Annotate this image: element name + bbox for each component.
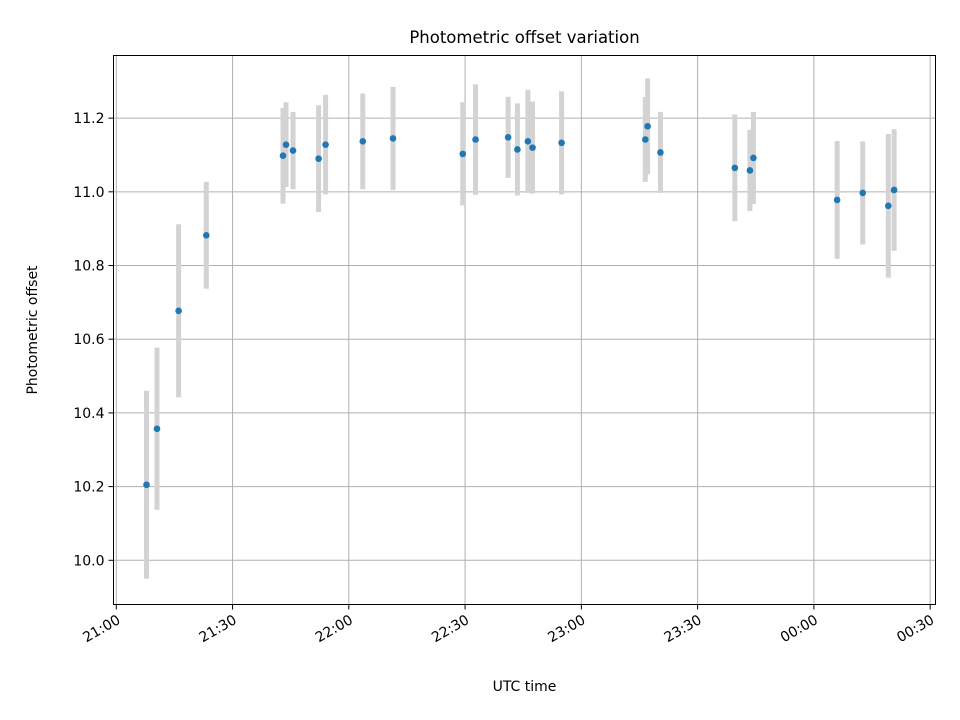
- data-point: [143, 481, 150, 489]
- data-point: [524, 138, 532, 145]
- data-point: [644, 122, 651, 130]
- y-axis-ticks: 10.0 10.2 10.4 10.6 10.8 11.0 11.2: [73, 111, 114, 569]
- data-point: [459, 150, 467, 158]
- data-point: [514, 146, 521, 153]
- y-tick-label: 10.4: [73, 406, 104, 422]
- data-point: [890, 186, 898, 194]
- data-point: [750, 154, 757, 162]
- data-point: [746, 167, 754, 174]
- y-tick-label: 11.0: [73, 185, 104, 201]
- data-point: [389, 135, 397, 142]
- data-point: [504, 133, 512, 141]
- data-point: [884, 202, 892, 210]
- data-point: [558, 139, 565, 147]
- y-axis-label: Photometric offset: [25, 265, 41, 395]
- data-point: [289, 147, 297, 154]
- data-point: [315, 155, 322, 162]
- data-point: [279, 152, 287, 160]
- data-point: [175, 307, 182, 315]
- y-tick-label: 10.8: [73, 259, 104, 275]
- data-point: [731, 164, 739, 172]
- y-tick-label: 11.2: [73, 111, 104, 127]
- grid-lines: [113, 55, 936, 605]
- y-tick-label: 10.0: [73, 553, 104, 569]
- data-point: [202, 232, 210, 239]
- data-point: [472, 136, 479, 143]
- data-point: [859, 189, 867, 197]
- y-tick-label: 10.6: [73, 332, 104, 348]
- data-point: [529, 144, 536, 151]
- data-point: [359, 138, 367, 145]
- data-point: [153, 425, 161, 433]
- data-point: [642, 136, 649, 143]
- plot-frame: [113, 55, 936, 605]
- data-points: [143, 122, 898, 489]
- data-point: [282, 141, 290, 148]
- data-point: [833, 196, 841, 204]
- x-axis-label: UTC time: [493, 679, 557, 695]
- y-tick-label: 10.2: [73, 480, 104, 496]
- data-point: [322, 141, 329, 148]
- chart-title: Photometric offset variation: [409, 28, 639, 47]
- data-point: [657, 149, 664, 156]
